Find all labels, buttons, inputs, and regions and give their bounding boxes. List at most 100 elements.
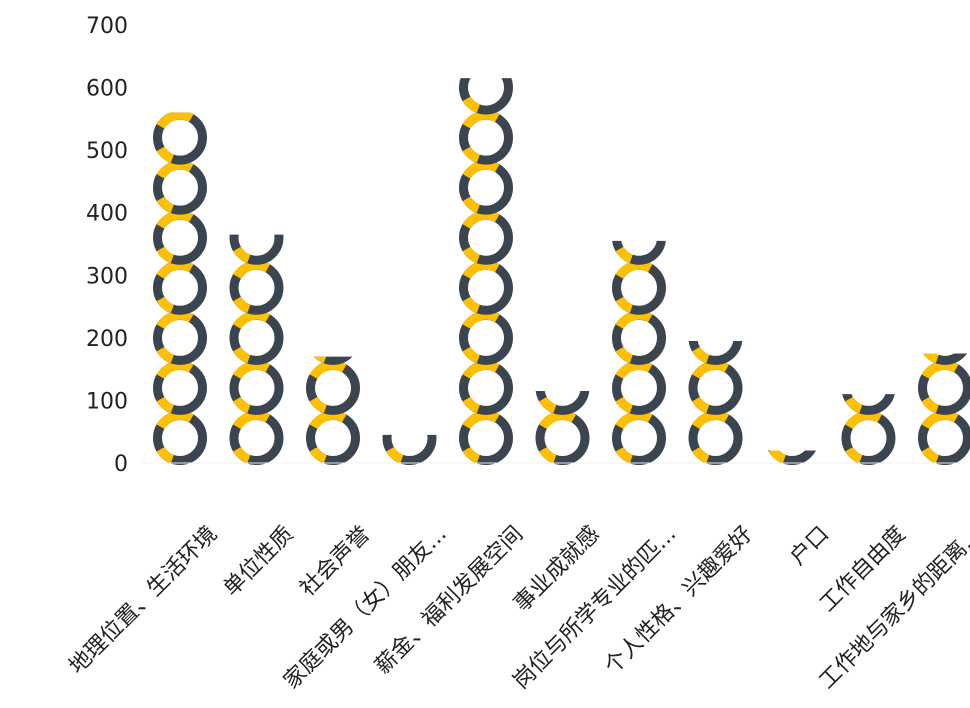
ring-accent: [462, 146, 481, 164]
ring-arc: [539, 410, 576, 430]
bar-3: [382, 415, 437, 465]
ring-base: [535, 391, 590, 415]
ring-accent: [615, 396, 634, 414]
ring-arc: [462, 410, 500, 430]
ring-mark: [459, 160, 513, 215]
x-tick-label-7: 个人性格、兴趣爱好: [600, 522, 758, 680]
ring-mark: [918, 360, 970, 415]
ring-accent: [233, 296, 251, 314]
ring-accent: [692, 396, 710, 414]
ring-mark: [535, 365, 590, 415]
ring-accent: [313, 356, 327, 364]
ring-base: [313, 356, 353, 365]
y-tick-label-4: 400: [86, 202, 128, 227]
ring-mark: [612, 260, 666, 315]
ring-arc: [156, 310, 194, 330]
x-tick-label-1: 单位性质: [219, 522, 299, 602]
bar-6: [612, 240, 666, 465]
ring-accent: [233, 446, 251, 464]
ring-mark: [612, 410, 666, 465]
ring-arc: [692, 360, 729, 380]
ring-arc: [469, 78, 471, 79]
ring-arc: [921, 410, 959, 430]
ring-mark: [459, 110, 513, 165]
ring-arc: [615, 360, 653, 380]
ring-accent: [768, 450, 787, 464]
y-tick-label-5: 500: [86, 139, 128, 164]
ring-accent: [692, 346, 710, 364]
ring-mark: [229, 260, 284, 315]
ring-base: [922, 353, 968, 365]
ring-arc: [773, 415, 804, 426]
ring-mark: [922, 315, 968, 365]
ring-accent: [923, 353, 940, 364]
ring-mark: [688, 360, 743, 415]
ring-accent: [309, 396, 328, 414]
ring-mark: [535, 410, 590, 465]
ring-mark: [768, 415, 816, 465]
ring-mark: [306, 410, 360, 465]
bar-8: [768, 415, 816, 465]
bar-0: [153, 112, 207, 465]
ring-base: [768, 450, 816, 465]
ring-base: [842, 394, 895, 415]
ring-accent: [156, 446, 175, 464]
ring-accent: [462, 196, 481, 214]
ring-accent: [462, 396, 481, 414]
ring-base: [459, 78, 513, 115]
ring-mark: [153, 260, 207, 315]
ring-accent: [845, 396, 863, 414]
ring-arc: [696, 315, 727, 326]
y-tick-label-6: 600: [86, 77, 128, 102]
ring-mark: [612, 360, 666, 415]
ring-arc: [692, 410, 729, 430]
ring-accent: [156, 196, 175, 214]
y-tick-label-1: 100: [86, 389, 128, 414]
ring-accent: [156, 246, 175, 264]
ring-base: [229, 234, 284, 265]
ring-accent: [539, 446, 557, 464]
ring-mark: [459, 78, 513, 115]
bar-4: [459, 78, 513, 465]
ring-accent: [156, 346, 175, 364]
ring-arc: [237, 215, 268, 226]
ring-mark: [918, 410, 970, 465]
ring-arc: [156, 410, 194, 430]
ring-arc: [921, 360, 959, 380]
ring-arc: [462, 360, 500, 380]
bar-5: [535, 365, 590, 465]
ring-arc: [314, 315, 345, 326]
ring-arc: [390, 415, 421, 426]
ring-mark: [229, 410, 284, 465]
ring-arc: [156, 260, 194, 280]
ring-accent: [845, 446, 863, 464]
ring-mark: [153, 310, 207, 365]
ring-arc: [233, 260, 270, 280]
ring-mark: [459, 410, 513, 465]
bar-10: [918, 315, 970, 465]
ring-mark: [688, 410, 743, 465]
ring-mark: [459, 360, 513, 415]
ring-arc: [543, 365, 574, 376]
ring-arc: [462, 160, 500, 179]
ring-mark: [229, 215, 284, 265]
ring-arc: [156, 360, 194, 380]
ring-accent: [539, 396, 557, 414]
ring-accent: [615, 446, 634, 464]
ring-arc: [845, 410, 882, 430]
ring-arc: [615, 310, 653, 330]
ring-base: [382, 434, 437, 465]
ring-mark: [459, 310, 513, 365]
ring-accent: [156, 396, 175, 414]
ring-arc: [462, 210, 500, 230]
ring-accent: [462, 296, 481, 314]
y-tick-label-2: 200: [86, 327, 128, 352]
ring-arc: [233, 310, 270, 330]
ring-accent: [233, 246, 251, 264]
ring-arc: [926, 315, 957, 326]
ring-arc: [849, 365, 880, 376]
ring-mark: [688, 315, 743, 365]
ring-arc: [309, 360, 347, 380]
